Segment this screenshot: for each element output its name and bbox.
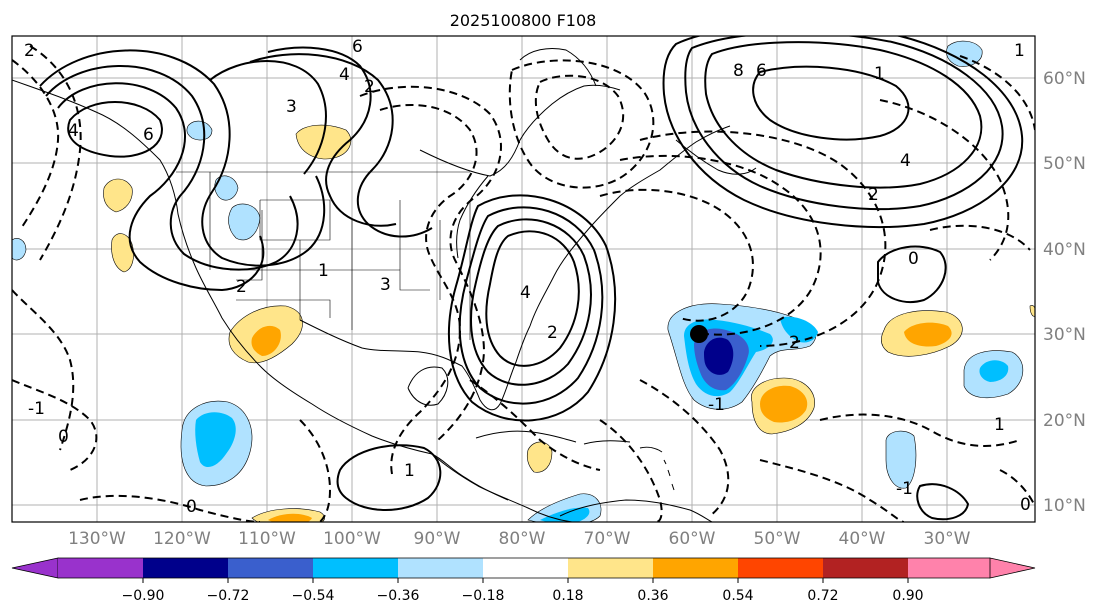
lon-label: 90°W [414, 529, 461, 549]
colorbar-extend-right [989, 557, 1036, 579]
contour-label: 8 [733, 61, 744, 81]
longitude-labels: 130°W 120°W 110°W 100°W 90°W 80°W 70°W 6… [68, 529, 971, 549]
colorbar-bin [483, 558, 568, 578]
colorbar-bin [738, 558, 823, 578]
contour-label: 2 [868, 185, 879, 205]
lat-label: 40°N [1043, 240, 1086, 260]
contour-label: 1 [318, 261, 329, 281]
contour-label: 1 [994, 415, 1005, 435]
contour-label: 6 [143, 125, 154, 145]
contour-label: 6 [352, 37, 363, 57]
contour-label: 4 [68, 121, 79, 141]
colorbar-tick: −0.36 [377, 588, 420, 604]
lat-label: 60°N [1043, 69, 1086, 89]
contour-label: 1 [1014, 41, 1025, 61]
lon-label: 130°W [68, 529, 126, 549]
contour-label: -1 [28, 399, 45, 419]
lon-label: 40°W [839, 529, 886, 549]
colorbar-bin [568, 558, 653, 578]
colorbar-bin [228, 558, 313, 578]
contour-label: 2 [364, 77, 375, 97]
colorbar-tick: 0.18 [552, 588, 583, 604]
contour-label: 0 [186, 497, 197, 517]
contour-label: 2 [547, 323, 558, 343]
contour-label: 0 [58, 427, 69, 447]
contour-label: -1 [896, 479, 913, 499]
contour-label: 1 [874, 64, 885, 84]
colorbar-bin [58, 558, 143, 578]
positive-contours [39, 36, 1024, 521]
political-borders [176, 171, 471, 340]
lon-label: 100°W [323, 529, 381, 549]
colorbar-bin [143, 558, 228, 578]
contour-label: 0 [908, 249, 919, 269]
negative-contours [12, 45, 1035, 522]
lon-label: 50°W [754, 529, 801, 549]
lon-label: 110°W [238, 529, 296, 549]
lat-label: 30°N [1043, 325, 1086, 345]
contour-label: 2 [24, 41, 35, 61]
contour-label: -1 [708, 395, 725, 415]
lat-label: 20°N [1043, 411, 1086, 431]
contour-label: 3 [380, 275, 391, 295]
lon-label: 60°W [669, 529, 716, 549]
lon-label: 120°W [153, 529, 211, 549]
lon-label: 30°W [924, 529, 971, 549]
colorbar-bin [313, 558, 398, 578]
colorbar-tick: 0.54 [722, 588, 753, 604]
colorbar-tick: 0.36 [637, 588, 668, 604]
contour-label: 2 [236, 277, 247, 297]
colorbar-tick: 0.72 [807, 588, 838, 604]
lat-label: 10°N [1043, 496, 1086, 516]
storm-center-marker [690, 325, 708, 343]
colorbar-bin [653, 558, 738, 578]
colorbar-bin [823, 558, 908, 578]
lat-label: 50°N [1043, 154, 1086, 174]
colorbar-bin [908, 558, 990, 578]
map-title: 2025100800 F108 [450, 11, 597, 30]
contour-label: 0 [1020, 495, 1031, 515]
colorbar-tick: −0.72 [207, 588, 250, 604]
map-frame [11, 35, 1036, 523]
latitude-labels: 60°N 50°N 40°N 30°N 20°N 10°N [1043, 69, 1086, 516]
contour-label: 4 [520, 283, 531, 303]
contour-label: 4 [339, 65, 350, 85]
contour-labels: 2 4 6 3 2 1 2 4 3 2 1 6 8 6 4 2 1 4 2 1 … [24, 37, 1031, 517]
colorbar-tick: −0.90 [122, 588, 165, 604]
map-area: 2 4 6 3 2 1 2 4 3 2 1 6 8 6 4 2 1 4 2 1 … [12, 36, 1035, 522]
contour-label: 3 [286, 97, 297, 117]
colorbar-tick: −0.54 [292, 588, 335, 604]
colorbar-extend-left [11, 557, 59, 579]
colorbar-bin [398, 558, 483, 578]
lon-label: 70°W [584, 529, 631, 549]
colorbar-tick: 0.90 [892, 588, 923, 604]
colorbar-tick: −0.18 [462, 588, 505, 604]
contour-label: 6 [756, 61, 767, 81]
contour-label: 4 [900, 151, 911, 171]
lon-label: 80°W [499, 529, 546, 549]
contour-label: 1 [404, 461, 415, 481]
colorbar: −0.90 −0.72 −0.54 −0.36 −0.18 0.18 0.36 … [11, 557, 1036, 604]
contour-label: 2 [789, 333, 800, 353]
